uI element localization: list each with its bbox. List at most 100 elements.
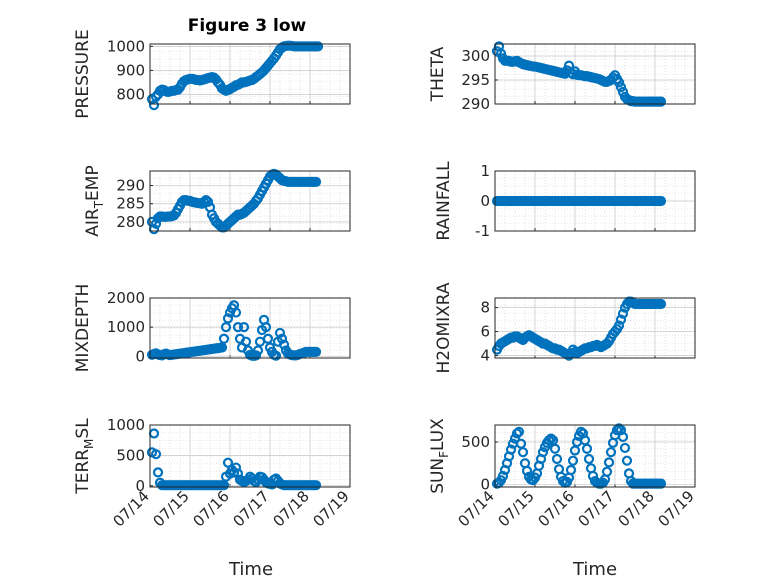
data-point	[274, 327, 286, 339]
data-point	[655, 298, 667, 310]
y-tick-label: 900	[116, 61, 145, 79]
y-tick-label: 800	[116, 85, 145, 103]
y-axis-label-1: PRESSURE	[73, 29, 93, 118]
data-point	[655, 96, 667, 107]
x-tick-label: 07/17	[230, 487, 273, 530]
x-tick-label: 07/16	[535, 487, 578, 530]
x-tick-label: 07/14	[110, 487, 153, 530]
data-point	[611, 424, 623, 436]
x-axis-label-right: Time	[572, 559, 617, 580]
data-point	[230, 307, 242, 318]
x-tick-label: 07/19	[655, 487, 698, 530]
data-point	[262, 333, 274, 344]
data-point	[605, 447, 617, 458]
y-tick-label: 0	[135, 347, 145, 365]
data-point	[613, 77, 625, 88]
data-point	[545, 433, 557, 444]
y-axis-label-4: RAINFALL	[434, 161, 454, 241]
y-tick-label: 1000	[107, 416, 145, 434]
data-point	[565, 464, 577, 476]
x-tick-label: 07/15	[495, 487, 538, 530]
axes-box	[149, 43, 351, 105]
y-axis-label-8: SUNFLUX	[428, 418, 451, 494]
x-tick-label: 07/18	[615, 487, 658, 530]
data-point	[497, 470, 509, 482]
y-tick-label: 1	[480, 162, 490, 180]
data-point	[613, 320, 625, 331]
y-axis-label-3: AIRTEMP	[83, 165, 106, 236]
data-point	[200, 194, 212, 206]
y-tick-label: 0	[135, 477, 145, 495]
data-point	[218, 333, 230, 344]
data-point	[220, 322, 232, 333]
axes-box	[494, 43, 696, 105]
data-point	[655, 195, 667, 207]
subplot-5: 0 1000 2000	[107, 289, 351, 365]
data-point	[581, 443, 593, 454]
data-point	[276, 333, 288, 344]
data-point	[310, 176, 322, 188]
data-point	[260, 322, 272, 333]
y-tick-label: 295	[461, 71, 490, 89]
y-tick-label: 285	[116, 195, 145, 213]
data-point	[495, 48, 507, 59]
data-point	[603, 457, 615, 468]
x-tick-label: 07/17	[575, 487, 618, 530]
data-point	[250, 350, 262, 361]
y-tick-label: 290	[461, 95, 490, 113]
data-point	[252, 345, 264, 356]
axes-box	[494, 170, 696, 232]
subplot-2: 290 295 300	[461, 41, 696, 113]
data-point	[615, 82, 627, 93]
data-point	[150, 218, 162, 229]
data-point	[150, 449, 162, 460]
x-tick-label: 07/16	[190, 487, 233, 530]
data-point	[615, 314, 627, 325]
data-point	[152, 467, 164, 478]
data-point	[537, 447, 549, 458]
x-tick-label: 07/18	[270, 487, 313, 530]
data-point	[222, 457, 234, 468]
data-point	[270, 350, 282, 361]
data-point	[583, 453, 595, 465]
x-axis-label-left: Time	[228, 559, 273, 580]
y-tick-label: 500	[461, 433, 490, 451]
subplot-4: -1 0 1	[475, 162, 696, 240]
data-point	[513, 426, 525, 437]
y-tick-label: 500	[116, 446, 145, 464]
y-axis-label-2: THETA	[428, 46, 448, 102]
y-tick-label: 2000	[107, 289, 145, 307]
data-point	[575, 426, 587, 437]
data-point	[617, 86, 629, 98]
data-point	[312, 41, 324, 52]
data-point	[543, 435, 555, 446]
axes-box	[149, 170, 351, 232]
data-point	[549, 443, 561, 454]
data-point	[216, 342, 228, 353]
y-tick-label: 290	[116, 177, 145, 195]
chart-title: Figure 3 low	[188, 16, 307, 36]
data-point	[232, 322, 244, 333]
data-point	[511, 428, 523, 439]
data-point	[238, 322, 250, 333]
data-point	[551, 453, 563, 465]
y-tick-label: -1	[475, 222, 490, 240]
y-tick-label: 280	[116, 213, 145, 231]
data-point	[148, 428, 160, 439]
y-tick-label: 0	[480, 192, 490, 210]
data-point	[655, 478, 667, 489]
data-point	[517, 447, 529, 458]
data-point	[240, 336, 252, 347]
y-axis-label-6: H2OMIXRA	[434, 282, 454, 373]
x-tick-label: 07/15	[150, 487, 193, 530]
y-tick-label: 4	[480, 347, 490, 365]
x-tick-label: 07/14	[455, 487, 498, 530]
y-axis-label-5: MIXDEPTH	[73, 284, 93, 373]
data-point	[567, 455, 579, 466]
data-point	[310, 480, 322, 491]
y-tick-label: 8	[480, 299, 490, 317]
